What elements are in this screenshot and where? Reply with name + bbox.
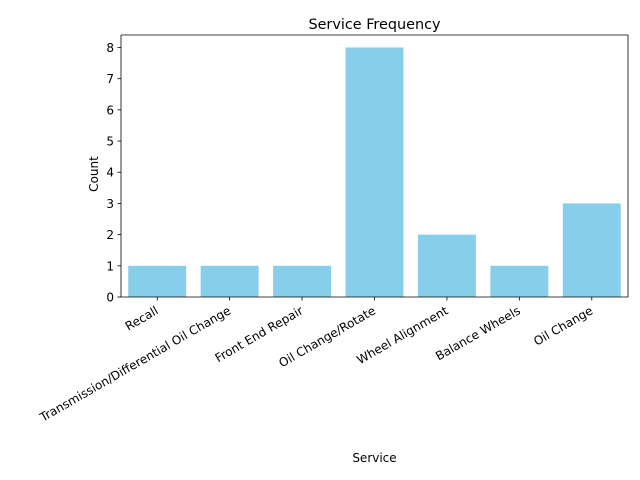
- y-tick-label-7: 7: [106, 72, 114, 86]
- bar-1: [200, 265, 259, 297]
- chart-title: Service Frequency: [308, 17, 441, 33]
- y-tick-label-1: 1: [106, 259, 114, 273]
- y-tick-label-4: 4: [106, 166, 114, 180]
- bar-2: [273, 265, 332, 297]
- x-axis-title: Service: [352, 451, 396, 465]
- y-tick-label-6: 6: [106, 103, 114, 117]
- y-tick-label-5: 5: [106, 135, 114, 149]
- x-tick-label-6: Oil Change: [531, 303, 595, 348]
- axes-group: 012345678RecallTransmission/Differential…: [37, 34, 629, 425]
- bar-5: [490, 265, 549, 297]
- y-tick-label-2: 2: [106, 228, 114, 242]
- bar-6: [562, 203, 621, 297]
- bars-group: [128, 47, 621, 297]
- bar-4: [417, 234, 476, 297]
- bar-3: [345, 47, 404, 297]
- y-tick-label-8: 8: [106, 41, 114, 55]
- y-tick-label-3: 3: [106, 197, 114, 211]
- x-tick-label-0: Recall: [123, 303, 161, 333]
- bar-0: [128, 265, 187, 297]
- y-axis-title: Count: [87, 156, 101, 192]
- y-tick-label-0: 0: [106, 291, 114, 305]
